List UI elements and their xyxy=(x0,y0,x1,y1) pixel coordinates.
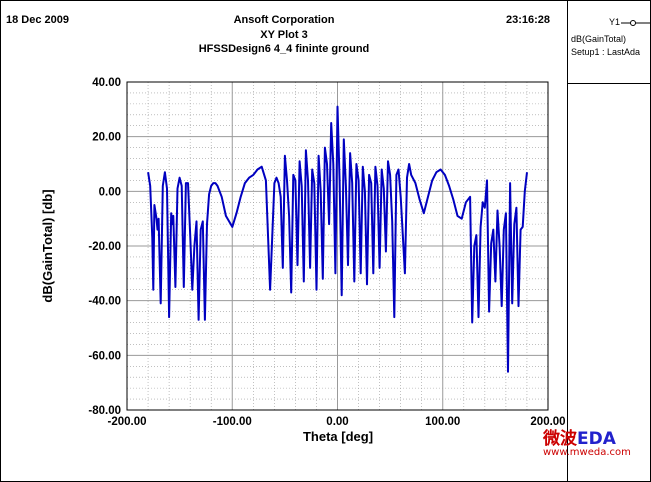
y-tick-label: -40.00 xyxy=(88,296,121,308)
x-tick-label: 100.00 xyxy=(425,416,460,428)
legend-divider xyxy=(567,83,651,84)
watermark-url: www.mweda.com xyxy=(543,447,631,458)
tick-labels: -200.00 -100.00 0.00 100.00 200.00 40.00 20.00… xyxy=(88,77,565,428)
y-tick-label: 40.00 xyxy=(92,77,121,89)
legend-line-sample xyxy=(621,20,650,26)
x-tick-label: -200.00 xyxy=(107,416,146,428)
series-line-gaintotal xyxy=(147,105,528,373)
xy-plot-chart: -200.00 -100.00 0.00 100.00 200.00 40.00 20.00… xyxy=(40,77,566,444)
y-tick-label: -80.00 xyxy=(88,405,121,417)
legend-curve-label: Y1 xyxy=(609,17,621,27)
plot-time: 23:16:28 xyxy=(506,14,551,26)
plot-name: XY Plot 3 xyxy=(260,29,308,41)
y-tick-label: -60.00 xyxy=(88,350,121,362)
legend-panel xyxy=(567,0,651,482)
design-name: HFSSDesign6 4_4 fininte ground xyxy=(198,43,370,55)
watermark-logo: 微波EDA xyxy=(543,429,616,449)
legend-setup-name: Setup1 : LastAda xyxy=(571,47,641,57)
plot-area-border xyxy=(126,81,549,411)
y-tick-label: 0.00 xyxy=(99,186,121,198)
x-tick-label: -100.00 xyxy=(213,416,252,428)
company-name: Ansoft Corporation xyxy=(233,14,335,26)
plot-date: 18 Dec 2009 xyxy=(6,14,69,26)
plot-border xyxy=(126,81,549,411)
x-tick-label: 0.00 xyxy=(326,416,348,428)
y-tick-label: -20.00 xyxy=(88,241,121,253)
x-axis-title: Theta [deg] xyxy=(303,429,373,444)
curve-layer xyxy=(147,105,528,373)
legend-series-name: dB(GainTotal) xyxy=(571,34,627,44)
x-tick-label: 200.00 xyxy=(530,416,565,428)
y-axis-title: dB(GainTotal) [db] xyxy=(40,189,55,302)
y-tick-label: 20.00 xyxy=(92,132,121,144)
